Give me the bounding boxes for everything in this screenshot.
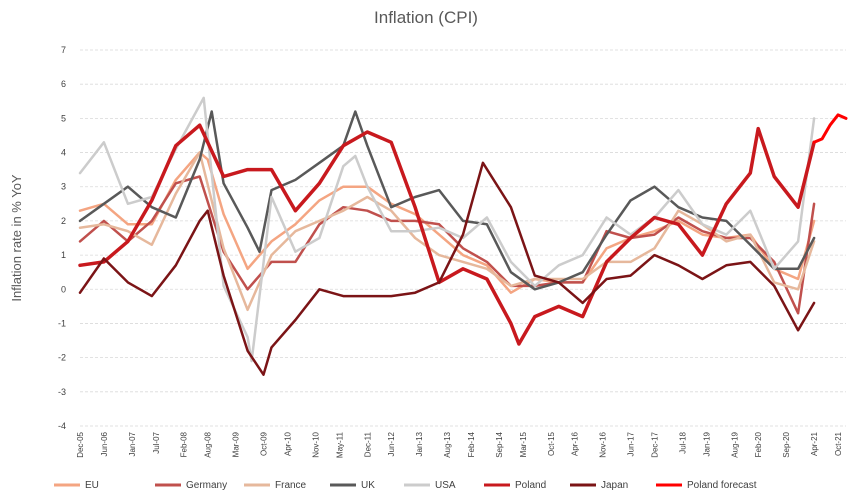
y-tick-label: 5 [61, 113, 66, 123]
series-layer [78, 96, 848, 376]
series-line-uk [78, 110, 816, 291]
x-tick-label: Aug-19 [730, 431, 739, 457]
y-tick-label: 3 [61, 182, 66, 192]
legend: EU Germany France UK USA Poland Japan Poland fo… [54, 480, 757, 491]
x-tick-label: Oct-21 [834, 431, 843, 456]
x-tick-label: Mar-15 [519, 431, 528, 457]
x-tick-label: Jan-13 [415, 431, 424, 456]
x-tick-labels: Dec-05 Jun-06 Jan-07 Jul-07 Feb-08 Aug-08 Mar-… [76, 431, 843, 458]
legend-label: Germany [186, 480, 227, 491]
x-tick-label: Oct-09 [260, 431, 269, 456]
y-axis-label: Inflation rate in % YoY [9, 174, 24, 302]
series-line-poland-forecast [812, 113, 848, 144]
x-tick-label: Feb-14 [467, 431, 476, 457]
y-tick-label: 6 [61, 79, 66, 89]
legend-item-japan: Japan [570, 480, 628, 491]
y-tick-label: 2 [61, 216, 66, 226]
legend-label: EU [85, 480, 99, 491]
x-tick-label: Jul-18 [678, 431, 687, 453]
series-line-usa [78, 96, 816, 363]
x-tick-label: Nov-16 [599, 431, 608, 457]
x-tick-label: Feb-20 [754, 431, 763, 457]
chart-title: Inflation (CPI) [374, 8, 478, 27]
legend-item-germany: Germany [155, 480, 227, 491]
x-tick-label: Sep-14 [495, 431, 504, 457]
legend-label: Poland forecast [687, 480, 757, 491]
legend-item-poland-forecast: Poland forecast [656, 480, 757, 491]
x-tick-label: Dec-17 [651, 431, 660, 457]
legend-label: Japan [601, 480, 628, 491]
y-tick-label: -1 [58, 318, 66, 328]
x-tick-label: Mar-09 [232, 431, 241, 457]
y-tick-label: -3 [58, 387, 66, 397]
y-tick-label: -4 [58, 421, 66, 431]
legend-label: UK [361, 480, 375, 491]
legend-item-poland: Poland [484, 480, 546, 491]
x-tick-label: Jul-07 [152, 431, 161, 453]
legend-label: USA [435, 480, 456, 491]
x-tick-label: Jan-19 [702, 431, 711, 456]
legend-item-eu: EU [54, 480, 99, 491]
legend-item-usa: USA [404, 480, 456, 491]
legend-label: France [275, 480, 307, 491]
x-tick-label: Apr-21 [810, 431, 819, 456]
x-tick-label: Dec-11 [363, 431, 372, 457]
legend-label: Poland [515, 480, 546, 491]
x-tick-label: Jun-12 [387, 431, 396, 456]
x-tick-label: Jun-17 [627, 431, 636, 456]
y-tick-labels: -4 -3 -2 -1 0 1 2 3 4 5 6 7 [58, 45, 66, 431]
legend-item-france: France [244, 480, 307, 491]
x-tick-label: Feb-08 [180, 431, 189, 457]
x-tick-label: Jan-07 [128, 431, 137, 456]
series-line-eu [78, 151, 816, 294]
y-tick-label: 0 [61, 284, 66, 294]
x-tick-label: Dec-05 [76, 431, 85, 457]
legend-item-uk: UK [330, 480, 375, 491]
x-tick-label: Sep-20 [782, 431, 791, 457]
y-tick-label: 4 [61, 148, 66, 158]
y-tick-label: -2 [58, 353, 66, 363]
x-tick-label: Aug-08 [204, 431, 213, 457]
y-tick-label: 7 [61, 45, 66, 55]
x-tick-label: Apr-16 [571, 431, 580, 456]
x-tick-label: Apr-10 [283, 431, 292, 456]
x-tick-label: Aug-13 [443, 431, 452, 457]
x-tick-label: Oct-15 [547, 431, 556, 456]
series-line-poland [78, 123, 816, 346]
y-tick-label: 1 [61, 250, 66, 260]
x-tick-label: May-11 [335, 431, 344, 458]
series-line-germany [78, 175, 816, 315]
x-tick-label: Jun-06 [100, 431, 109, 456]
x-tick-label: Nov-10 [311, 431, 320, 457]
series-line-japan [78, 161, 816, 376]
